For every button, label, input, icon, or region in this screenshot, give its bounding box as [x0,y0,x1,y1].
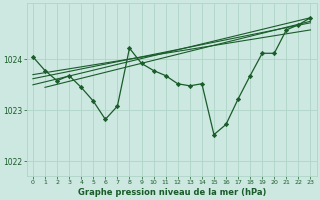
X-axis label: Graphe pression niveau de la mer (hPa): Graphe pression niveau de la mer (hPa) [77,188,266,197]
